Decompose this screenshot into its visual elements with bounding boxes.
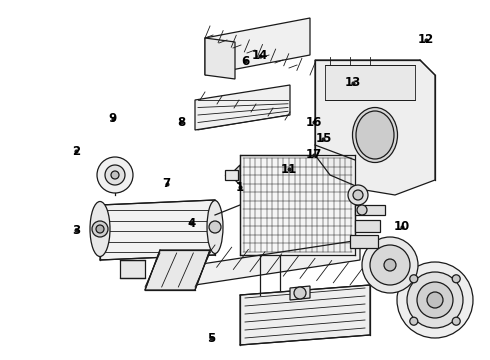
Text: 17: 17 [305, 148, 322, 161]
Polygon shape [195, 85, 290, 130]
Circle shape [417, 282, 453, 318]
Text: 9: 9 [109, 112, 117, 125]
Circle shape [294, 287, 306, 299]
Polygon shape [120, 260, 145, 278]
Circle shape [370, 245, 410, 285]
Polygon shape [290, 286, 310, 300]
Circle shape [407, 272, 463, 328]
Polygon shape [100, 200, 215, 260]
Text: 16: 16 [305, 116, 322, 129]
Ellipse shape [352, 108, 397, 162]
Text: 13: 13 [344, 76, 361, 89]
Circle shape [452, 317, 460, 325]
Ellipse shape [356, 111, 394, 159]
Polygon shape [350, 235, 378, 248]
Circle shape [92, 221, 108, 237]
Polygon shape [230, 165, 240, 185]
Ellipse shape [90, 202, 110, 257]
Text: 4: 4 [187, 217, 195, 230]
Circle shape [97, 157, 133, 193]
Circle shape [111, 171, 119, 179]
Polygon shape [325, 65, 415, 100]
Text: 2: 2 [72, 145, 80, 158]
Polygon shape [355, 220, 380, 232]
Circle shape [209, 221, 221, 233]
Polygon shape [205, 18, 310, 75]
Circle shape [397, 262, 473, 338]
Polygon shape [225, 170, 238, 180]
Text: 5: 5 [207, 332, 215, 345]
Polygon shape [195, 240, 360, 285]
Circle shape [96, 225, 104, 233]
Text: 12: 12 [418, 33, 435, 46]
Circle shape [410, 317, 418, 325]
Text: 14: 14 [251, 49, 268, 62]
Text: 6: 6 [241, 55, 249, 68]
Polygon shape [315, 60, 435, 195]
Circle shape [353, 190, 363, 200]
Polygon shape [205, 38, 235, 79]
Text: 1: 1 [236, 181, 244, 194]
Circle shape [105, 165, 125, 185]
Ellipse shape [207, 201, 223, 253]
Circle shape [384, 259, 396, 271]
Polygon shape [240, 155, 355, 255]
Text: 10: 10 [393, 220, 410, 233]
Text: 15: 15 [315, 132, 332, 145]
Polygon shape [145, 250, 210, 290]
Text: 11: 11 [281, 163, 297, 176]
Text: 7: 7 [163, 177, 171, 190]
Circle shape [410, 275, 418, 283]
Text: 3: 3 [72, 224, 80, 237]
Circle shape [427, 292, 443, 308]
Circle shape [452, 275, 460, 283]
Circle shape [348, 185, 368, 205]
Polygon shape [240, 285, 370, 345]
Circle shape [357, 205, 367, 215]
Circle shape [362, 237, 418, 293]
Text: 8: 8 [177, 116, 185, 129]
Polygon shape [355, 205, 385, 215]
